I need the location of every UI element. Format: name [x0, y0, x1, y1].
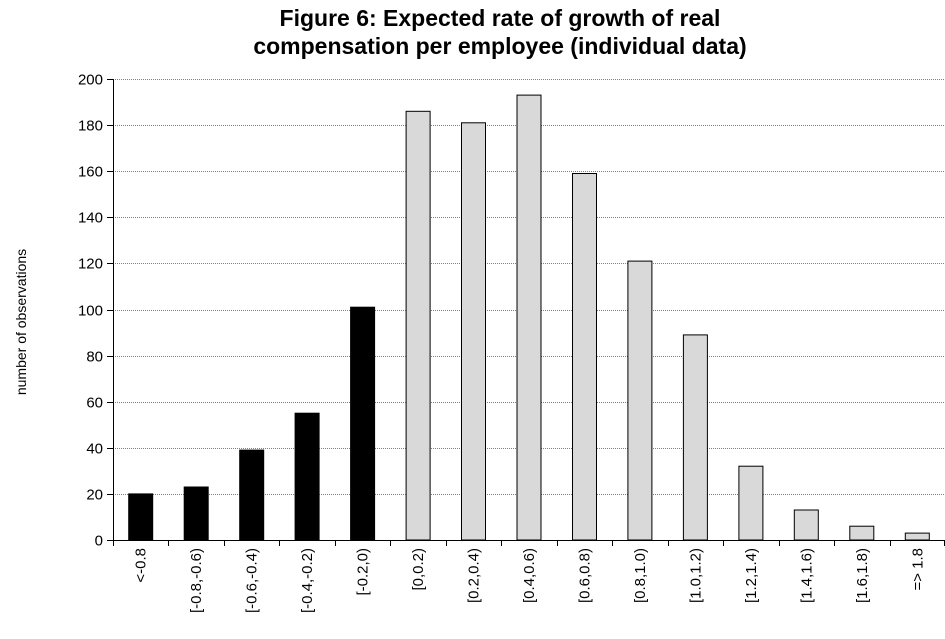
y-tick-label: 180 [78, 118, 103, 135]
x-tick-label: [1.2,1.4) [743, 548, 760, 603]
x-tick-label: [1.6,1.8) [854, 548, 871, 603]
bar [849, 525, 875, 541]
y-tick-label: 20 [86, 487, 103, 504]
y-tick-label: 100 [78, 303, 103, 320]
chart-title-line-1: Figure 6: Expected rate of growth of rea… [279, 5, 721, 31]
bars [128, 94, 930, 541]
y-tick-label: 120 [78, 256, 103, 273]
bar [516, 94, 542, 541]
x-tick-label: [-0.4,-0.2) [299, 548, 316, 613]
bar [682, 334, 708, 541]
chart-title-line-2: compensation per employee (individual da… [253, 33, 747, 59]
bar [350, 306, 376, 541]
x-tick-label: [0.6,0.8) [577, 548, 594, 603]
x-tick-label: [1.0,1.2) [687, 548, 704, 603]
bar [572, 173, 597, 541]
x-tick-label: [0.2,0.4) [466, 548, 483, 603]
bar [239, 449, 265, 541]
x-tick-label: [-0.8,-0.6) [188, 548, 205, 613]
tick-labels: 0 20 40 60 80 100 120 140 160 180 200 <-0.8 [-0.8,-0… [78, 72, 926, 614]
bar [738, 465, 764, 541]
x-tick-label: => 1.8 [909, 548, 926, 591]
y-tick-label: 200 [78, 72, 103, 89]
y-tick-label: 160 [78, 164, 103, 181]
y-tick-label: 0 [95, 533, 103, 550]
bar [627, 260, 653, 541]
x-tick-label: [-0.2,0) [355, 548, 372, 596]
y-tick-label: 40 [86, 441, 103, 458]
x-tick-label: <-0.8 [133, 548, 150, 583]
y-tick-label: 60 [86, 395, 103, 412]
y-axis-label: number of observations [13, 249, 29, 395]
chart-title: Figure 6: Expected rate of growth of rea… [0, 4, 945, 60]
bar [183, 486, 209, 541]
bar [405, 110, 431, 541]
x-tick-label: [0,0.2) [410, 548, 427, 591]
x-tick-label: [-0.6,-0.4) [244, 548, 261, 613]
y-tick-label: 80 [86, 349, 103, 366]
bar [128, 493, 154, 541]
bar [904, 532, 930, 541]
bar [793, 509, 819, 541]
x-tick-label: [0.4,0.6) [521, 548, 538, 603]
bar [294, 412, 320, 541]
bar [461, 122, 486, 541]
y-tick-label: 140 [78, 210, 103, 227]
x-tick-label: [0.8,1.0) [632, 548, 649, 603]
x-tick-label: [1.4,1.6) [798, 548, 815, 603]
